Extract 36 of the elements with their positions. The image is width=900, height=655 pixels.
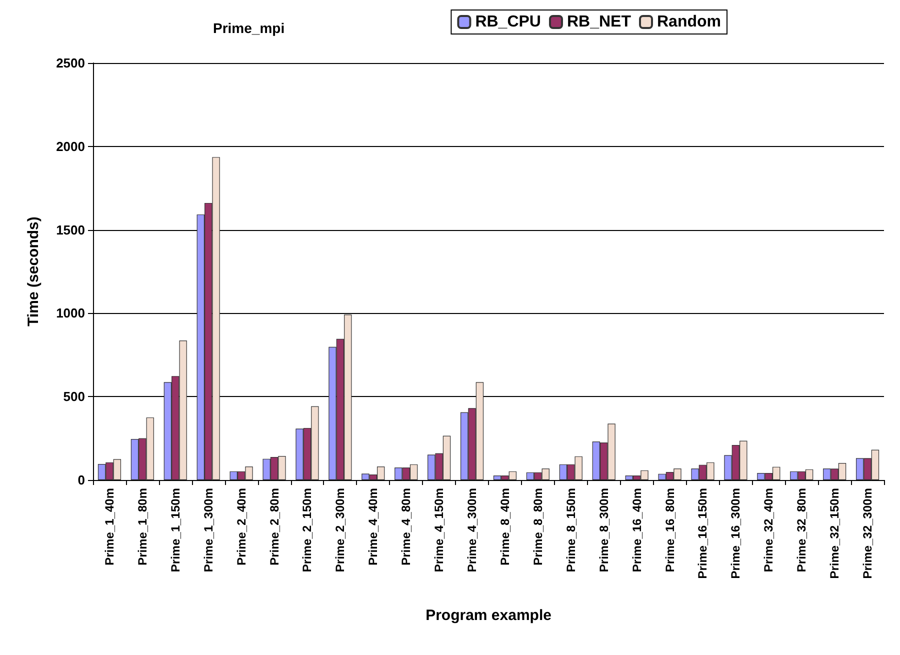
x-tick-label: Prime_32_300m	[860, 488, 875, 579]
x-tick-label: Prime_4_80m	[399, 488, 414, 566]
x-tick-label: Prime_8_300m	[596, 488, 611, 572]
x-tick-label: Prime_32_80m	[794, 488, 809, 572]
x-tick-label: Prime_8_40m	[498, 488, 512, 566]
chart-title: Prime_mpi	[213, 20, 285, 36]
x-tick-label: Prime_1_40m	[102, 488, 116, 566]
y-axis-title: Time (seconds)	[25, 216, 42, 326]
y-tick-label: 2000	[56, 138, 85, 154]
x-tick-label: Prime_16_300m	[728, 488, 743, 579]
x-tick-label: Prime_16_80m	[662, 488, 677, 572]
y-tick-label: 1000	[56, 306, 85, 321]
x-tick-label: Prime_8_150m	[564, 488, 578, 572]
x-tick-label: Prime_2_150m	[300, 488, 314, 572]
x-tick-label: Prime_4_40m	[366, 488, 380, 566]
x-tick-label: Prime_4_150m	[432, 488, 446, 572]
y-tick-label: 1500	[56, 222, 85, 238]
x-tick-label: Prime_32_40m	[762, 488, 776, 572]
x-tick-label: Prime_16_40m	[630, 488, 644, 572]
y-tick-label: 500	[63, 389, 85, 404]
x-tick-label: Prime_1_300m	[201, 488, 216, 572]
x-tick-label: Prime_8_80m	[530, 488, 545, 566]
legend-label: RB_CPU	[475, 14, 541, 30]
x-tick-label: Prime_2_80m	[267, 488, 282, 566]
y-tick-label: 0	[78, 472, 85, 488]
x-tick-label: Prime_1_150m	[168, 488, 182, 572]
x-tick-label: Prime_4_300m	[465, 488, 480, 572]
x-tick-label: Prime_32_150m	[828, 488, 842, 579]
y-tick-label: 2500	[56, 56, 85, 70]
x-tick-label: Prime_2_40m	[234, 488, 248, 566]
x-axis-title: Program example	[426, 607, 552, 624]
legend-label: Random	[657, 14, 721, 30]
x-tick-label: Prime_16_150m	[696, 488, 710, 579]
x-tick-label: Prime_2_300m	[333, 488, 348, 572]
x-tick-label: Prime_1_80m	[135, 488, 150, 566]
legend-label: RB_NET	[566, 14, 632, 30]
